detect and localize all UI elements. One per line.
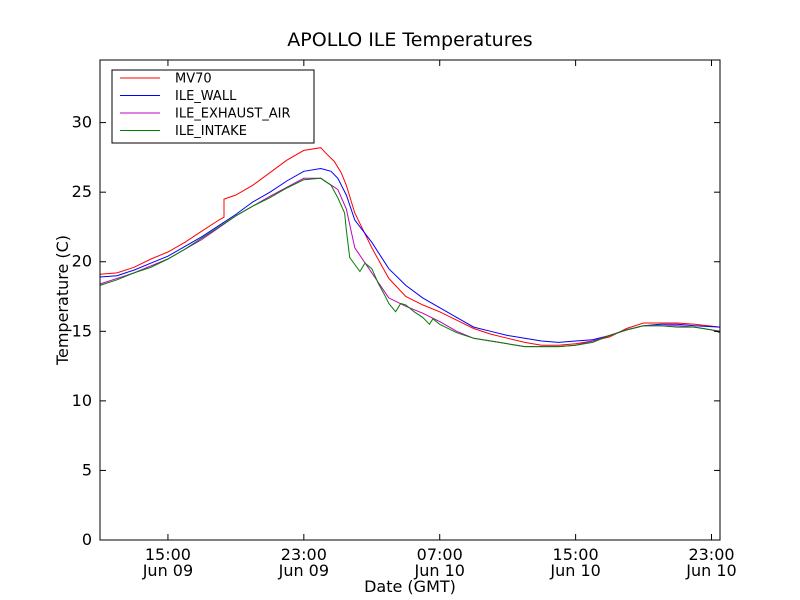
- legend-label-mv70: MV70: [175, 72, 212, 87]
- y-tick-label: 20: [72, 252, 92, 271]
- y-tick-label: 25: [72, 182, 92, 201]
- legend-label-ile-wall: ILE_WALL: [175, 89, 237, 104]
- series-layer: [99, 147, 721, 348]
- y-tick-label: 5: [82, 460, 92, 479]
- y-tick-label: 30: [72, 113, 92, 132]
- legend: MV70 ILE_WALL ILE_EXHAUST_AIR ILE_INTAKE: [111, 69, 315, 144]
- series-line-ile-intake: [99, 177, 721, 348]
- legend-label-ile-intake: ILE_INTAKE: [175, 124, 247, 139]
- y-axis: 0 5 10 15 20 25 30: [72, 113, 720, 549]
- x-tick-label-time: 07:00: [417, 545, 463, 564]
- chart-title: APOLLO ILE Temperatures: [287, 29, 532, 51]
- x-tick-label-time: 23:00: [688, 545, 734, 564]
- x-tick-label-date: Jun 09: [142, 561, 193, 580]
- y-axis-title: Temperature (C): [53, 235, 72, 366]
- plot-frame: [99, 59, 721, 541]
- y-tick-label: 0: [82, 530, 92, 549]
- x-tick-label-date: Jun 10: [685, 561, 736, 580]
- x-tick-label-date: Jun 10: [413, 561, 464, 580]
- x-tick-label-time: 15:00: [553, 545, 599, 564]
- legend-label-ile-exhaust-air: ILE_EXHAUST_AIR: [175, 107, 291, 122]
- x-tick-label-time: 23:00: [281, 545, 327, 564]
- y-tick-label: 15: [72, 321, 92, 340]
- x-tick-label-time: 15:00: [145, 545, 191, 564]
- x-tick-label-date: Jun 10: [549, 561, 600, 580]
- x-axis-title: Date (GMT): [364, 577, 456, 596]
- x-tick-label-date: Jun 09: [278, 561, 329, 580]
- y-tick-label: 10: [72, 391, 92, 410]
